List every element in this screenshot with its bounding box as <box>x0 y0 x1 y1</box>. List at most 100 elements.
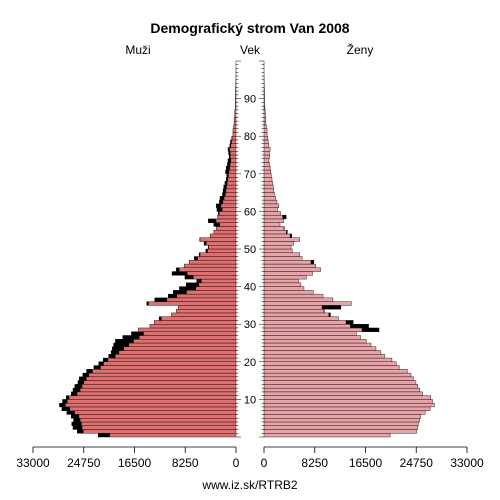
female-bar <box>263 376 414 381</box>
female-bar <box>263 154 270 159</box>
male-excess-bar <box>216 203 222 208</box>
female-bar <box>263 222 281 227</box>
female-label: Ženy <box>347 42 374 57</box>
male-bar <box>193 256 237 261</box>
male-excess-bar <box>230 139 232 144</box>
female-bar <box>263 369 408 374</box>
male-excess-bar <box>154 297 168 302</box>
male-bar <box>110 350 237 355</box>
female-bar <box>263 395 431 400</box>
female-bar <box>263 402 435 408</box>
female-bar <box>263 117 267 122</box>
male-excess-bar <box>228 147 230 152</box>
male-excess-bar <box>159 316 162 321</box>
female-bar <box>263 316 339 321</box>
female-bar <box>263 267 321 272</box>
male-excess-bar <box>226 173 229 178</box>
age-axis-label: Vek <box>240 43 261 57</box>
female-bar <box>263 128 268 133</box>
female-bar <box>263 169 271 174</box>
male-bar <box>71 421 237 426</box>
male-bar <box>78 376 237 381</box>
male-bar <box>149 324 237 329</box>
female-bar <box>263 354 385 359</box>
male-bar <box>112 346 237 351</box>
female-bar <box>263 177 273 182</box>
male-excess-bar <box>72 425 83 430</box>
male-bar <box>62 399 237 404</box>
male-excess-bar <box>98 433 110 437</box>
female-bar <box>263 135 268 141</box>
female-bar <box>263 290 314 295</box>
male-bar <box>213 229 237 235</box>
female-excess-bar <box>310 260 314 265</box>
male-excess-bar <box>176 267 180 272</box>
male-excess-bar <box>228 151 231 155</box>
male-bar <box>73 418 237 423</box>
female-bar <box>263 252 300 257</box>
x-axis-male: 33000 24750 16500 8250 0 <box>16 446 240 470</box>
male-bar <box>93 365 237 370</box>
female-bar <box>263 256 303 261</box>
male-excess-bar <box>222 192 226 197</box>
male-excess-bar <box>208 218 217 223</box>
male-excess-bar <box>172 271 188 276</box>
female-bar <box>263 406 431 411</box>
male-bar <box>137 327 237 332</box>
male-bar <box>235 98 237 103</box>
male-bar <box>61 406 237 411</box>
female-bar <box>263 327 380 332</box>
age-tick-label: 30 <box>244 319 256 331</box>
male-excess-bar <box>77 429 84 434</box>
female-bar <box>263 312 331 317</box>
male-excess-bar <box>216 207 223 212</box>
male-excess-bar <box>219 200 224 204</box>
male-excess-bar <box>220 196 225 201</box>
male-excess-bar <box>168 294 177 298</box>
male-bar <box>72 387 237 393</box>
female-bar <box>263 162 270 167</box>
male-bar <box>102 357 237 363</box>
female-bar <box>263 391 423 396</box>
male-bar <box>203 241 237 246</box>
female-bar <box>263 260 315 265</box>
male-bar <box>168 293 237 299</box>
source-caption: www.iz.sk/RTRB2 <box>201 478 297 492</box>
male-excess-bar <box>71 414 80 419</box>
male-bar <box>216 226 237 231</box>
male-bar <box>233 124 237 129</box>
male-excess-bar <box>223 185 227 189</box>
male-bar <box>77 429 237 434</box>
age-tick-label: 90 <box>244 94 256 106</box>
male-excess-bar <box>112 346 125 351</box>
female-excess-bar <box>350 324 369 328</box>
male-bar <box>122 335 237 340</box>
female-excess-bar <box>361 327 380 332</box>
male-bar <box>176 267 237 272</box>
female-bar <box>263 384 418 389</box>
male-bar <box>232 128 237 133</box>
male-label: Muži <box>125 43 150 57</box>
female-bar <box>263 237 300 242</box>
male-excess-bar <box>86 369 93 374</box>
female-bar <box>263 109 266 114</box>
male-excess-bar <box>72 388 81 392</box>
male-excess-bar <box>229 155 231 159</box>
female-bar <box>263 421 419 426</box>
male-excess-bar <box>228 158 232 163</box>
male-bar <box>131 331 237 336</box>
female-excess-bar <box>282 215 287 219</box>
male-excess-bar <box>226 166 230 171</box>
female-bar <box>263 320 354 325</box>
male-excess-bar <box>108 354 116 359</box>
x-axis-tick-label: 33000 <box>450 456 484 470</box>
x-axis-tick-label: 8250 <box>172 456 199 470</box>
female-bar <box>263 331 357 336</box>
male-excess-bar <box>77 380 85 385</box>
female-excess-bar <box>321 305 341 310</box>
female-excess-bar <box>283 226 285 231</box>
female-bar <box>263 218 284 223</box>
chart-title: Demografický strom Van 2008 <box>150 20 349 36</box>
female-bar <box>263 94 265 99</box>
